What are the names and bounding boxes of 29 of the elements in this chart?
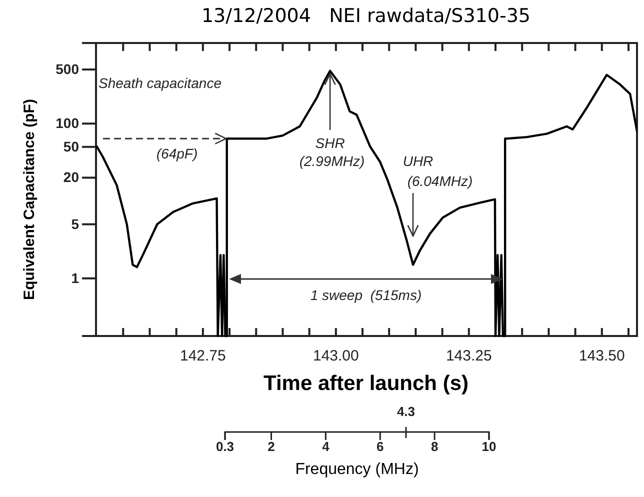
x-tick-label: 143.00 <box>312 348 359 365</box>
x2-tick-label: 2 <box>268 439 275 454</box>
y-tick-label: 20 <box>63 169 80 186</box>
x2-axis-title: Frequency (MHz) <box>295 461 419 478</box>
x2-tick-label: 8 <box>430 439 438 454</box>
y-tick-label: 500 <box>56 60 80 77</box>
annotation: (2.99MHz) <box>299 153 365 169</box>
annotation: Sheath capacitance <box>98 75 222 91</box>
annotation: (6.04MHz) <box>407 173 473 189</box>
x2-tick-label: 10 <box>482 439 496 454</box>
x2-tick-label: 0.3 <box>216 439 234 454</box>
ref-line-label: (64pF) <box>156 146 198 162</box>
y-axis-title: Equivalent Capacitance (pF) <box>21 99 38 300</box>
y-tick-label: 5 <box>71 216 80 232</box>
y-tick-label: 1 <box>71 270 80 286</box>
x2-tick-label: 6 <box>376 439 384 454</box>
x2-tick-label: 4 <box>322 439 330 454</box>
x-tick-label: 143.25 <box>446 348 492 365</box>
y-tick-label: 50 <box>63 138 80 154</box>
line-series <box>96 70 637 338</box>
text: 4.3 <box>396 404 416 419</box>
chart-title: 13/12/2004 NEI rawdata/S310-35 <box>201 5 531 27</box>
x-axis-title: Time after launch (s) <box>264 372 468 395</box>
x-tick-label: 142.75 <box>180 348 226 365</box>
y-tick-label: 100 <box>56 115 80 132</box>
annotation: UHR <box>402 153 434 169</box>
annotation: 1 sweep (515ms) <box>310 287 422 303</box>
annotation: SHR <box>315 135 345 151</box>
x-tick-label: 143.50 <box>578 348 625 365</box>
